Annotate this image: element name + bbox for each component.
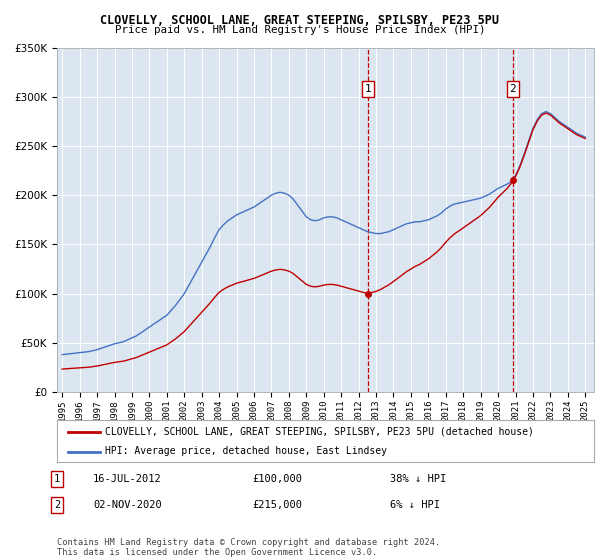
Text: 16-JUL-2012: 16-JUL-2012 [93, 474, 162, 484]
Text: 02-NOV-2020: 02-NOV-2020 [93, 500, 162, 510]
Text: Contains HM Land Registry data © Crown copyright and database right 2024.
This d: Contains HM Land Registry data © Crown c… [57, 538, 440, 557]
Text: 1: 1 [54, 474, 60, 484]
Text: Price paid vs. HM Land Registry's House Price Index (HPI): Price paid vs. HM Land Registry's House … [115, 25, 485, 35]
Text: 1: 1 [365, 84, 371, 94]
Text: 2: 2 [509, 84, 516, 94]
Text: 6% ↓ HPI: 6% ↓ HPI [390, 500, 440, 510]
Text: 2: 2 [54, 500, 60, 510]
Text: 38% ↓ HPI: 38% ↓ HPI [390, 474, 446, 484]
Text: £215,000: £215,000 [252, 500, 302, 510]
Text: CLOVELLY, SCHOOL LANE, GREAT STEEPING, SPILSBY, PE23 5PU: CLOVELLY, SCHOOL LANE, GREAT STEEPING, S… [101, 14, 499, 27]
Text: CLOVELLY, SCHOOL LANE, GREAT STEEPING, SPILSBY, PE23 5PU (detached house): CLOVELLY, SCHOOL LANE, GREAT STEEPING, S… [106, 427, 534, 437]
Text: HPI: Average price, detached house, East Lindsey: HPI: Average price, detached house, East… [106, 446, 388, 456]
Text: £100,000: £100,000 [252, 474, 302, 484]
